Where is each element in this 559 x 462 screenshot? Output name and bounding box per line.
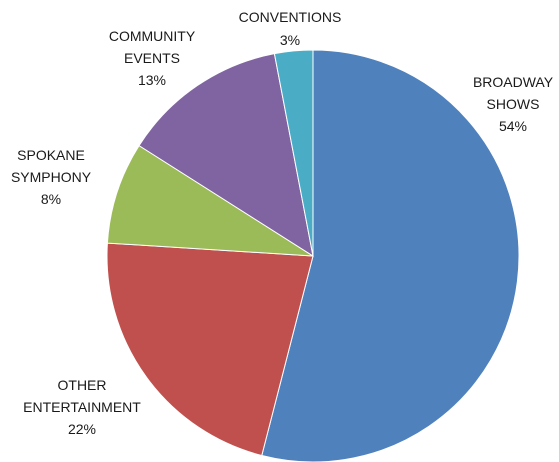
slice-pct-community: 13%	[138, 72, 166, 88]
slice-pct-broadway: 54%	[499, 118, 527, 134]
pie-slices	[106, 49, 520, 462]
pie-slice-community	[138, 53, 314, 258]
pie-slice-other	[106, 242, 314, 457]
slice-label-conventions-line1: CONVENTIONS	[239, 9, 342, 25]
slice-label-symphony-line2: SYMPHONY	[11, 169, 92, 185]
slice-label-community-line1: COMMUNITY	[109, 28, 196, 44]
slice-label-other-line1: OTHER	[58, 377, 107, 393]
pie-slice-conventions	[273, 49, 314, 257]
slice-pct-symphony: 8%	[41, 191, 61, 207]
slice-pct-conventions: 3%	[280, 32, 300, 48]
pie-slice-symphony	[106, 144, 314, 257]
slice-label-other-line2: ENTERTAINMENT	[23, 399, 141, 415]
slice-pct-other: 22%	[68, 421, 96, 437]
pie-labels: BROADWAY SHOWS 54% OTHER ENTERTAINMENT 2…	[11, 9, 554, 437]
slice-label-community-line2: EVENTS	[124, 50, 180, 66]
slice-label-broadway-line2: SHOWS	[487, 96, 540, 112]
slice-label-broadway-line1: BROADWAY	[473, 74, 554, 90]
slice-label-symphony-line1: SPOKANE	[17, 147, 85, 163]
pie-slice-broadway	[261, 49, 520, 462]
